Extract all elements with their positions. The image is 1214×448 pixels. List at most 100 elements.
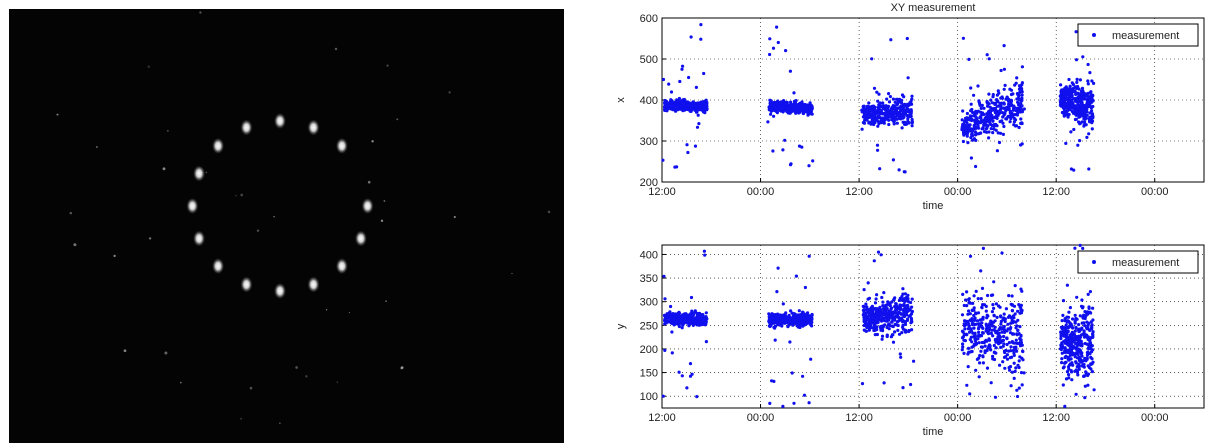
data-point xyxy=(1007,294,1011,298)
legend-label: measurement xyxy=(1112,257,1179,269)
data-point xyxy=(1090,127,1094,131)
data-point xyxy=(897,298,901,302)
data-point xyxy=(1016,109,1020,114)
y-axis-label: y xyxy=(615,323,627,329)
data-point xyxy=(862,323,866,328)
data-point xyxy=(1087,305,1091,309)
data-point xyxy=(703,99,707,103)
data-point xyxy=(871,307,875,311)
data-point xyxy=(870,107,874,111)
data-point xyxy=(965,134,969,138)
data-point xyxy=(668,310,672,314)
data-point xyxy=(1070,81,1074,85)
background-speck xyxy=(256,229,260,232)
data-point xyxy=(1015,106,1019,110)
data-point xyxy=(966,124,970,128)
data-point xyxy=(885,303,889,307)
data-point xyxy=(867,121,871,125)
data-point xyxy=(1077,105,1081,109)
data-point xyxy=(909,108,913,112)
data-point xyxy=(1081,315,1085,320)
data-point xyxy=(903,328,908,332)
data-point xyxy=(702,319,706,323)
data-point xyxy=(999,322,1003,326)
data-point xyxy=(797,309,801,313)
data-point xyxy=(864,312,868,316)
data-point xyxy=(875,111,879,115)
data-point xyxy=(677,314,681,318)
data-point xyxy=(879,328,883,332)
data-point xyxy=(1082,365,1086,369)
data-point xyxy=(975,319,980,323)
data-point xyxy=(974,126,978,130)
data-point xyxy=(882,291,886,295)
data-point xyxy=(1085,357,1089,361)
data-point xyxy=(991,303,995,307)
data-point xyxy=(890,106,894,110)
data-point xyxy=(870,57,874,61)
bright-spot xyxy=(240,119,253,136)
data-point xyxy=(999,345,1003,349)
data-point xyxy=(1078,111,1082,115)
data-point xyxy=(961,342,965,346)
data-point xyxy=(985,101,989,105)
data-point xyxy=(776,316,780,320)
data-point xyxy=(1001,344,1005,348)
data-point xyxy=(1065,89,1069,93)
data-point xyxy=(1002,316,1006,320)
data-point xyxy=(991,119,995,123)
data-point xyxy=(1018,311,1022,315)
data-point xyxy=(1062,99,1066,103)
data-point xyxy=(997,304,1001,308)
data-point xyxy=(910,305,914,309)
background-speck xyxy=(371,140,374,143)
data-point xyxy=(970,308,974,313)
data-point xyxy=(1022,107,1026,111)
data-point xyxy=(1017,97,1021,102)
data-point xyxy=(664,314,668,319)
y-axis-label: x xyxy=(615,97,627,103)
data-point xyxy=(971,344,976,348)
data-point xyxy=(966,365,970,369)
data-point xyxy=(1078,314,1082,318)
data-point xyxy=(971,301,975,305)
data-point xyxy=(796,317,800,322)
data-point xyxy=(987,57,991,61)
data-point xyxy=(906,293,910,297)
data-point xyxy=(889,307,893,311)
data-point xyxy=(801,374,805,378)
data-point xyxy=(867,326,872,330)
data-point xyxy=(1002,355,1007,359)
data-point xyxy=(1089,90,1093,94)
data-point xyxy=(883,306,888,310)
data-point xyxy=(873,319,878,323)
data-point xyxy=(987,326,992,330)
data-point xyxy=(996,335,1000,339)
data-point xyxy=(1012,345,1016,350)
data-point xyxy=(989,348,993,352)
data-point xyxy=(1076,373,1080,377)
data-point xyxy=(969,329,973,333)
data-point xyxy=(870,112,875,116)
data-point xyxy=(882,381,886,385)
data-point xyxy=(1063,346,1067,350)
bright-spot xyxy=(361,198,374,214)
data-point xyxy=(798,315,802,319)
data-point xyxy=(1014,320,1018,324)
data-point xyxy=(1017,386,1021,390)
data-point xyxy=(965,290,969,294)
data-point xyxy=(694,110,699,114)
data-point xyxy=(1088,71,1092,75)
data-point xyxy=(962,324,967,328)
data-point xyxy=(904,111,908,115)
data-point xyxy=(801,310,805,314)
data-point xyxy=(988,118,992,122)
data-point xyxy=(1004,109,1008,113)
data-point xyxy=(972,313,976,318)
data-point xyxy=(775,111,779,115)
data-point xyxy=(901,105,905,109)
data-point xyxy=(663,104,667,108)
data-point xyxy=(990,310,994,314)
data-point xyxy=(795,104,799,108)
data-point xyxy=(1085,373,1089,377)
